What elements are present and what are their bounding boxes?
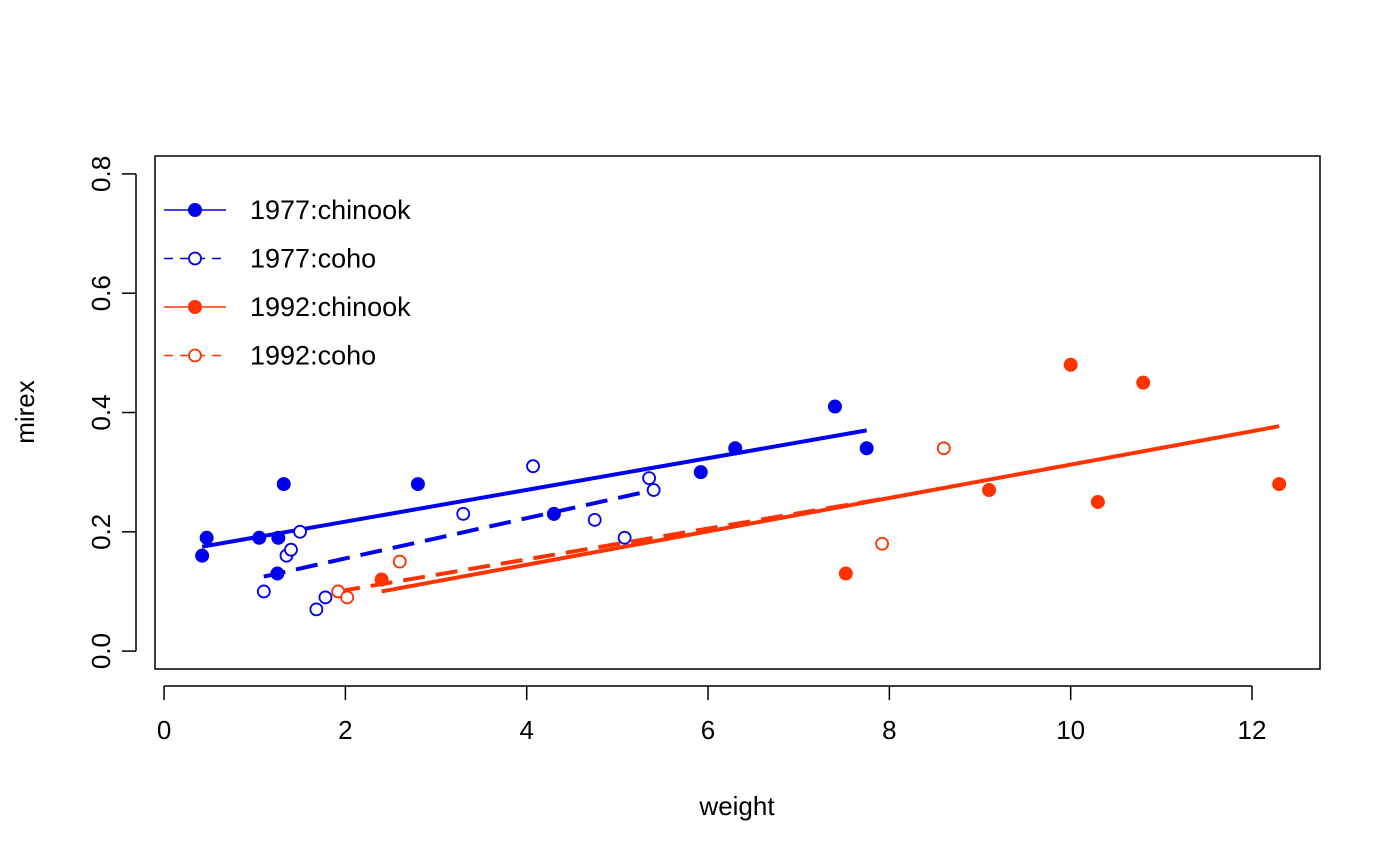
legend-label: 1992:chinook bbox=[250, 292, 411, 322]
y-tick-label: 0.4 bbox=[86, 394, 116, 430]
fit-line bbox=[201, 428, 868, 549]
data-point bbox=[1136, 375, 1151, 390]
data-point bbox=[1090, 494, 1105, 509]
data-point bbox=[340, 590, 355, 605]
data-point bbox=[252, 530, 267, 545]
x-tick-label: 4 bbox=[519, 715, 533, 745]
data-point bbox=[859, 441, 874, 456]
legend-label: 1992:coho bbox=[250, 341, 376, 371]
data-point bbox=[309, 602, 324, 617]
legend-marker bbox=[188, 348, 202, 363]
data-point bbox=[1063, 357, 1078, 372]
data-point bbox=[587, 512, 602, 527]
y-axis-label: mirex bbox=[10, 380, 40, 444]
data-point bbox=[827, 399, 842, 414]
data-point bbox=[318, 590, 333, 605]
data-point bbox=[838, 566, 853, 581]
data-point bbox=[271, 530, 286, 545]
fit-line bbox=[337, 497, 883, 594]
data-point bbox=[617, 530, 632, 545]
x-axis: 0 2 4 6 8 10 12 bbox=[157, 685, 1267, 745]
legend-marker bbox=[188, 251, 202, 266]
data-point bbox=[728, 441, 743, 456]
y-axis: 0.0 0.2 0.4 0.6 0.8 bbox=[86, 156, 137, 669]
data-point bbox=[293, 524, 307, 539]
data-point bbox=[284, 542, 298, 557]
data-point bbox=[1272, 477, 1287, 492]
x-tick-label: 0 bbox=[157, 715, 171, 745]
data-point bbox=[276, 477, 291, 492]
data-point bbox=[392, 554, 407, 569]
y-tick-label: 0.2 bbox=[86, 514, 116, 550]
data-point bbox=[456, 507, 471, 521]
y-tick-label: 0.6 bbox=[86, 275, 116, 311]
plot-frame bbox=[154, 155, 1321, 670]
data-point bbox=[642, 471, 657, 486]
legend-label: 1977:chinook bbox=[250, 195, 411, 225]
x-tick-label: 8 bbox=[882, 715, 896, 745]
legend-marker bbox=[188, 203, 202, 217]
data-point bbox=[195, 548, 210, 563]
data-point bbox=[374, 572, 389, 587]
data-point bbox=[256, 584, 271, 599]
data-point bbox=[199, 530, 214, 545]
data-point bbox=[693, 465, 708, 480]
data-point bbox=[875, 536, 890, 551]
x-axis-label: weight bbox=[698, 791, 775, 821]
data-point bbox=[526, 459, 540, 474]
data-point bbox=[982, 483, 997, 498]
data-point bbox=[410, 477, 425, 492]
data-point bbox=[270, 566, 285, 581]
x-tick-label: 6 bbox=[701, 715, 715, 745]
data-point bbox=[646, 483, 661, 497]
y-tick-label: 0.0 bbox=[86, 633, 116, 669]
x-tick-label: 2 bbox=[338, 715, 352, 745]
data-point bbox=[936, 441, 951, 456]
legend-marker bbox=[188, 300, 202, 314]
x-tick-label: 12 bbox=[1238, 715, 1267, 745]
fit-line bbox=[263, 488, 655, 579]
legend-label: 1977:coho bbox=[250, 244, 376, 274]
legend: 1977:chinook 1977:coho 1992:chinook 1992:co… bbox=[164, 195, 411, 371]
data-point bbox=[546, 506, 561, 521]
y-tick-label: 0.8 bbox=[86, 156, 116, 192]
x-tick-label: 10 bbox=[1056, 715, 1085, 745]
